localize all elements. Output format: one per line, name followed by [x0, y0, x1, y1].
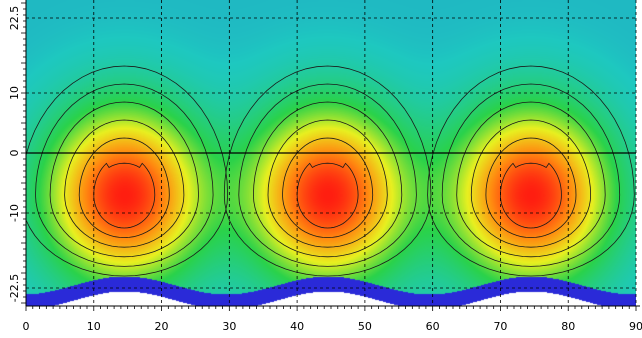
x-tick-label: 80	[561, 320, 575, 333]
y-tick-label: 0	[8, 150, 21, 157]
tick-labels: 0 10 20 30 40 50 60 70 80 90 22.5 10 0 -10 -22.5	[8, 6, 642, 333]
x-tick-label: 0	[23, 320, 30, 333]
x-tick-label: 30	[222, 320, 236, 333]
x-tick-label: 20	[155, 320, 169, 333]
contour-line	[470, 119, 592, 248]
x-tick-label: 60	[426, 320, 440, 333]
x-tick-label: 90	[629, 320, 642, 333]
contour-line	[485, 137, 577, 239]
contour-line	[441, 83, 621, 267]
axes	[21, 0, 640, 311]
y-tick-label: 10	[8, 86, 21, 100]
x-tick-label: 40	[290, 320, 304, 333]
y-tick-label: 22.5	[8, 6, 21, 31]
contour-line	[64, 119, 185, 248]
contour-line	[267, 119, 388, 248]
contour-line	[282, 137, 374, 239]
contour-line	[35, 83, 214, 267]
y-tick-label: -22.5	[8, 274, 21, 302]
contour-line	[427, 65, 635, 277]
contour-line	[238, 83, 417, 267]
contour-line	[223, 65, 432, 277]
x-tick-label: 70	[493, 320, 507, 333]
contour-line	[78, 137, 170, 239]
contour-line	[26, 65, 229, 277]
x-tick-label: 10	[87, 320, 101, 333]
y-tick-label: -10	[8, 204, 21, 222]
x-tick-label: 50	[358, 320, 372, 333]
